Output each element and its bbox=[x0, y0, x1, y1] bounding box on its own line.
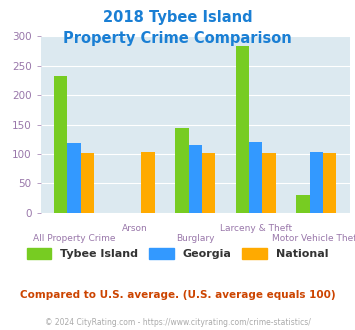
Text: 2018 Tybee Island: 2018 Tybee Island bbox=[103, 10, 252, 25]
Text: Burglary: Burglary bbox=[176, 234, 214, 243]
Bar bbox=[202, 153, 215, 213]
Bar bbox=[236, 46, 249, 213]
Bar bbox=[323, 153, 336, 213]
Text: Property Crime Comparison: Property Crime Comparison bbox=[63, 31, 292, 46]
Bar bbox=[141, 152, 155, 213]
Bar bbox=[296, 195, 310, 213]
Bar bbox=[249, 142, 262, 213]
Bar bbox=[189, 145, 202, 213]
Text: © 2024 CityRating.com - https://www.cityrating.com/crime-statistics/: © 2024 CityRating.com - https://www.city… bbox=[45, 318, 310, 327]
Bar bbox=[175, 127, 189, 213]
Bar bbox=[262, 153, 276, 213]
Bar bbox=[310, 152, 323, 213]
Text: Larceny & Theft: Larceny & Theft bbox=[220, 224, 292, 233]
Legend: Tybee Island, Georgia, National: Tybee Island, Georgia, National bbox=[22, 243, 333, 263]
Text: All Property Crime: All Property Crime bbox=[33, 234, 115, 243]
Bar bbox=[54, 76, 67, 213]
Bar bbox=[67, 144, 81, 213]
Text: Compared to U.S. average. (U.S. average equals 100): Compared to U.S. average. (U.S. average … bbox=[20, 290, 335, 300]
Text: Motor Vehicle Theft: Motor Vehicle Theft bbox=[272, 234, 355, 243]
Bar bbox=[81, 153, 94, 213]
Text: Arson: Arson bbox=[122, 224, 148, 233]
